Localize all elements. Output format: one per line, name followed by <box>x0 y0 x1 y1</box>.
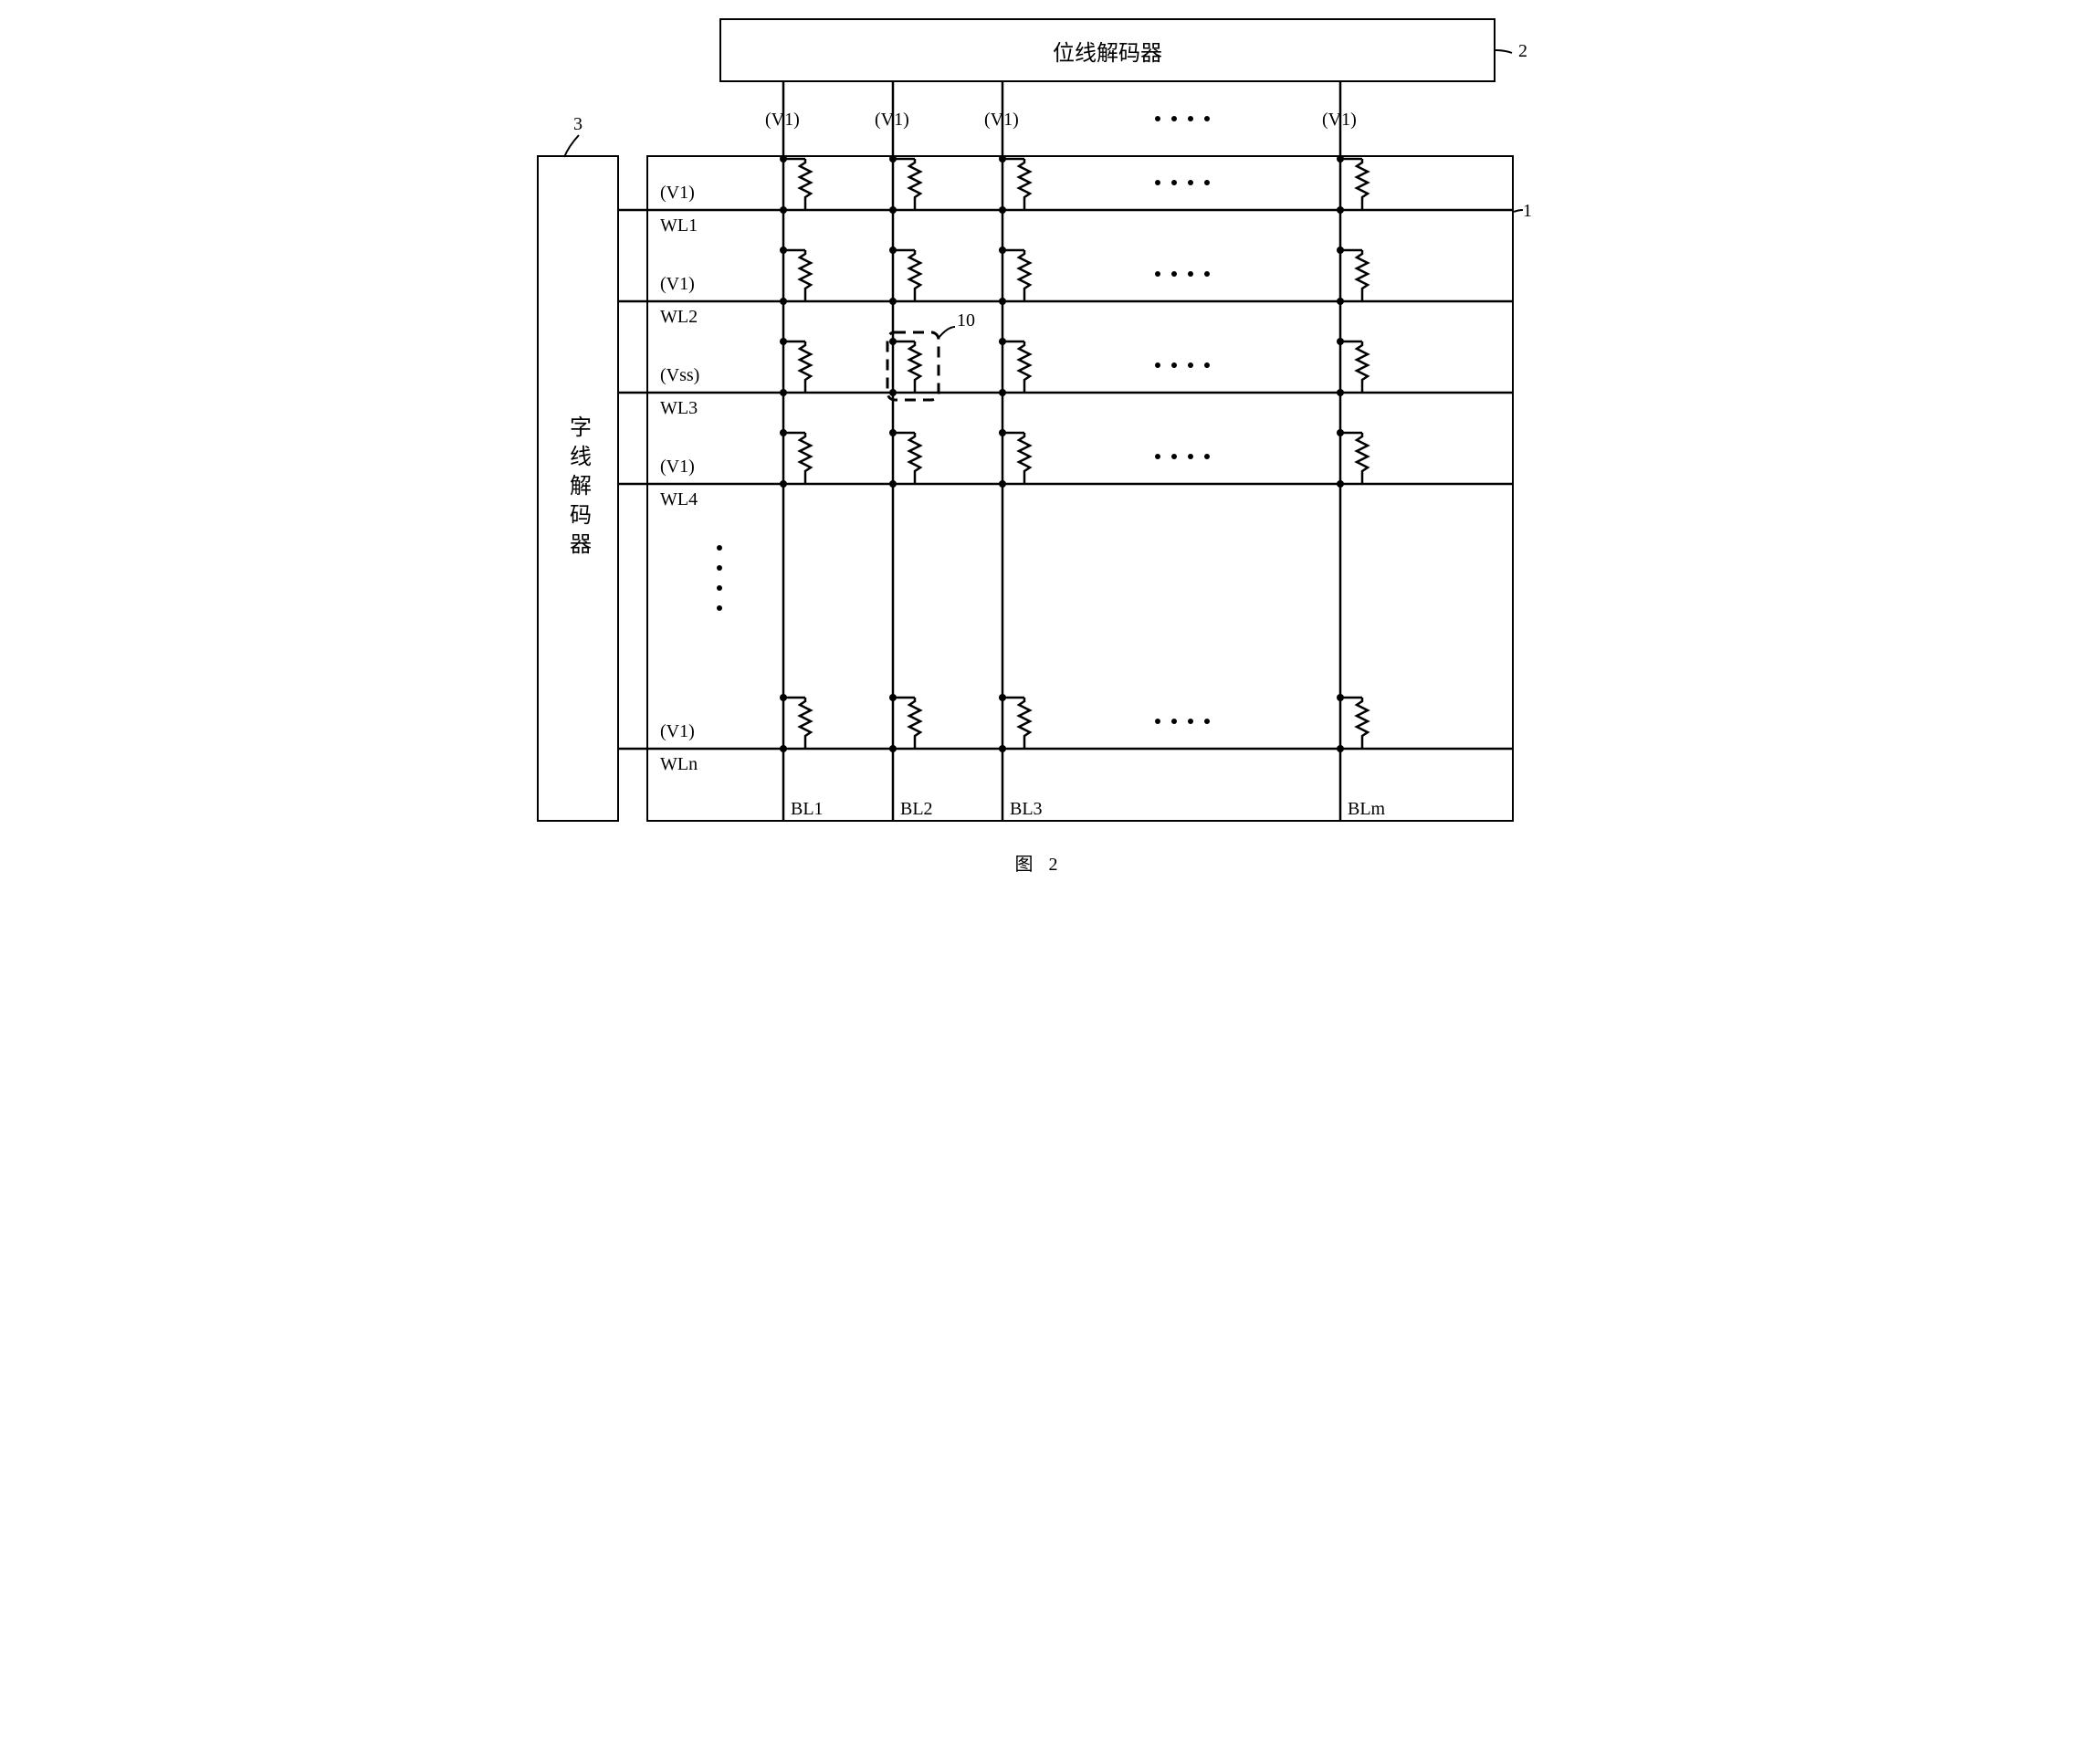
callout-10: 10 <box>957 310 975 331</box>
wordline-voltage-label: (V1) <box>660 721 695 742</box>
callout-1: 1 <box>1523 201 1532 222</box>
wordline-decoder-label: 字线解码器 <box>562 415 594 562</box>
wordline-name-label: WL1 <box>660 215 698 236</box>
bitline-name-label: BL2 <box>900 799 933 820</box>
bitline-voltage-label: (V1) <box>984 110 1019 131</box>
bitline-voltage-label: (V1) <box>1322 110 1357 131</box>
wordline-voltage-label: (V1) <box>660 183 695 204</box>
callout-3: 3 <box>573 114 582 135</box>
memory-array-box <box>646 155 1514 822</box>
bitline-name-label: BL3 <box>1010 799 1043 820</box>
figure-label: 图 2 <box>1015 849 1064 876</box>
bitline-name-label: BL1 <box>791 799 824 820</box>
bitline-voltage-label: (V1) <box>765 110 800 131</box>
wordline-name-label: WL3 <box>660 398 698 419</box>
wordline-voltage-label: (V1) <box>660 274 695 295</box>
wordline-name-label: WL4 <box>660 489 698 510</box>
bitline-name-label: BLm <box>1348 799 1385 820</box>
wordline-decoder-box: 字线解码器 <box>537 155 619 822</box>
wordline-name-label: WLn <box>660 754 698 775</box>
callout-2: 2 <box>1518 41 1527 62</box>
diagram-container: 位线解码器 字线解码器 <box>537 18 1541 886</box>
wordline-voltage-label: (V1) <box>660 457 695 478</box>
bitline-decoder-box: 位线解码器 <box>719 18 1496 82</box>
bitline-voltage-label: (V1) <box>875 110 909 131</box>
wordline-name-label: WL2 <box>660 307 698 328</box>
bitline-decoder-label: 位线解码器 <box>1053 35 1162 67</box>
wordline-voltage-label: (Vss) <box>660 365 699 386</box>
